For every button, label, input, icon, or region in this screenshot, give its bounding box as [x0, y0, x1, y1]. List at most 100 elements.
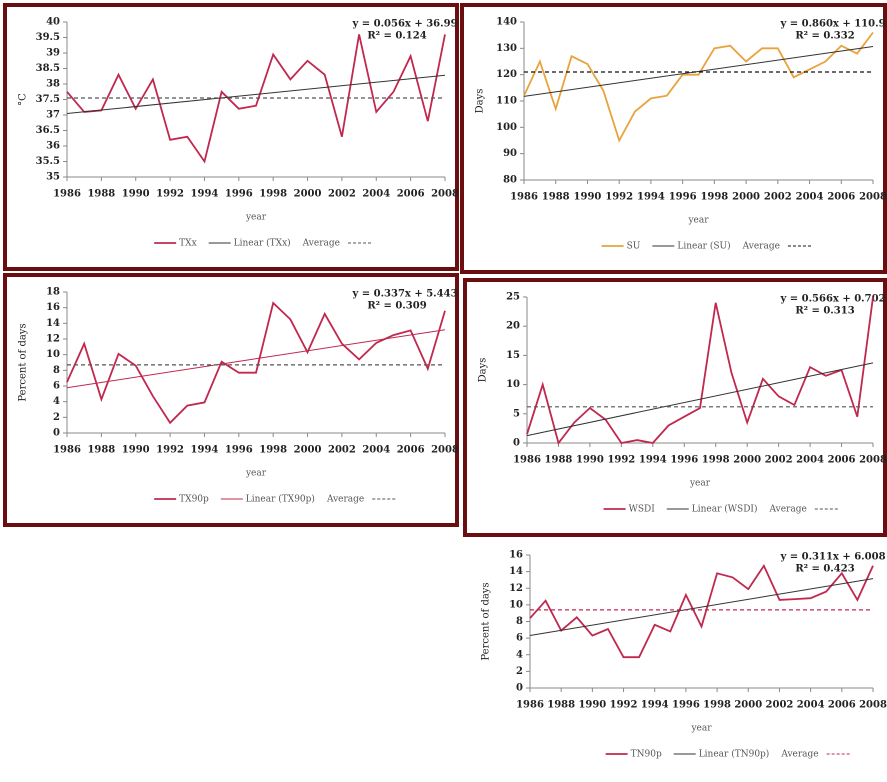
panel-frame [460, 3, 887, 274]
chart-panel: 80 90 100 110 120 130 140 1986 1988 1990 1992 1994 1… [460, 3, 887, 274]
y-tick-label: 39.5 [36, 32, 60, 43]
y-tick-label: 6 [516, 633, 523, 644]
legend-label: Average [742, 242, 780, 252]
y-tick-label: 120 [496, 69, 517, 80]
x-tick-label: 2000 [734, 700, 762, 711]
y-tick-label: 20 [506, 321, 520, 332]
x-tick-label: 2000 [732, 192, 760, 203]
y-tick-label: 6 [53, 381, 60, 392]
y-tick-label: 0 [516, 683, 523, 694]
trend-line [66, 74, 446, 114]
y-tick-label: 140 [496, 17, 517, 28]
panel-frame [3, 273, 459, 527]
legend-label: Average [302, 239, 340, 249]
x-tick-label: 2000 [294, 445, 322, 456]
trend-equation: y = 0.860x + 110.9 [779, 19, 885, 30]
x-tick-label: 1998 [703, 700, 731, 711]
trend-equation: R² = 0.423 [795, 564, 854, 575]
y-tick-label: 90 [503, 148, 517, 159]
x-tick-label: 2004 [796, 455, 824, 466]
y-tick-label: 2 [53, 412, 60, 423]
x-tick-label: 2000 [294, 189, 322, 200]
x-tick-label: 1992 [605, 192, 633, 203]
x-tick-label: 1990 [574, 192, 602, 203]
x-tick-label: 1992 [607, 455, 635, 466]
y-tick-label: 25 [506, 292, 520, 303]
data-line [526, 296, 874, 445]
x-axis-label: year [245, 213, 267, 223]
panel-frame [3, 3, 459, 271]
x-tick-label: 1986 [53, 189, 81, 200]
legend-label: Average [769, 505, 807, 515]
x-tick-label: 1990 [122, 189, 150, 200]
x-tick-label: 1986 [510, 192, 538, 203]
y-tick-label: 130 [496, 43, 517, 54]
x-tick-label: 1998 [700, 192, 728, 203]
x-tick-label: 2002 [328, 189, 356, 200]
y-tick-label: 14 [46, 318, 60, 329]
y-tick-label: 8 [516, 616, 523, 627]
trend-equation: y = 0.566x + 0.702 [779, 294, 885, 305]
y-tick-label: 15 [506, 350, 520, 361]
y-tick-label: 100 [496, 122, 517, 133]
y-tick-label: 35.5 [36, 156, 60, 167]
x-tick-label: 1996 [225, 445, 253, 456]
legend-label: Linear (WSDI) [692, 504, 758, 515]
x-tick-label: 2008 [859, 700, 887, 711]
trend-equation: R² = 0.309 [367, 301, 426, 312]
data-line [66, 301, 446, 425]
x-tick-label: 2006 [828, 700, 856, 711]
x-axis-label: year [690, 724, 712, 734]
x-tick-label: 1996 [670, 455, 698, 466]
x-tick-label: 2002 [328, 445, 356, 456]
x-tick-label: 2008 [859, 455, 887, 466]
trend-line [526, 362, 874, 437]
y-tick-label: 40 [46, 17, 60, 28]
x-tick-label: 1994 [639, 455, 667, 466]
x-tick-label: 2008 [859, 192, 887, 203]
data-line [66, 34, 446, 164]
x-tick-label: 2006 [397, 445, 425, 456]
x-tick-label: 1990 [122, 445, 150, 456]
y-tick-label: 80 [503, 175, 517, 186]
y-tick-label: 37 [46, 110, 60, 121]
x-tick-label: 1988 [542, 192, 570, 203]
y-tick-label: 5 [513, 408, 520, 419]
x-tick-label: 2006 [828, 455, 856, 466]
x-tick-label: 1994 [637, 192, 665, 203]
y-tick-label: 35 [46, 172, 60, 183]
x-tick-label: 1986 [516, 700, 544, 711]
y-tick-label: 36.5 [36, 125, 60, 136]
trend-equation: R² = 0.124 [367, 31, 426, 42]
x-tick-label: 1994 [191, 189, 219, 200]
x-tick-label: 2006 [827, 192, 855, 203]
trend-line [523, 46, 874, 97]
x-axis-label: year [245, 469, 267, 479]
x-tick-label: 2002 [765, 455, 793, 466]
y-axis-label: Days [475, 89, 486, 114]
y-tick-label: 4 [53, 396, 60, 407]
x-tick-label: 2008 [431, 189, 459, 200]
x-tick-label: 1994 [191, 445, 219, 456]
trend-equation: R² = 0.313 [795, 306, 854, 317]
x-tick-label: 1988 [87, 189, 115, 200]
x-tick-label: 1992 [610, 700, 638, 711]
legend-label: Average [326, 495, 364, 505]
x-tick-label: 1998 [259, 189, 287, 200]
y-tick-label: 36 [46, 141, 60, 152]
x-tick-label: 1996 [672, 700, 700, 711]
chart-panel: 35 35.5 36 36.5 37 37.5 38 38.5 39 39.5 40 1986 1988… [3, 3, 459, 271]
y-tick-label: 10 [506, 379, 520, 390]
legend-label: Linear (TN90p) [699, 749, 770, 760]
chart-panel: 0 2 4 6 8 10 12 14 16 1986 1988 1990 1992 1994 1996 199… [481, 550, 887, 760]
trend-equation: y = 0.056x + 36.99 [351, 19, 457, 30]
y-tick-label: 38 [46, 79, 60, 90]
trend-equation: y = 0.311x + 6.008 [779, 552, 885, 563]
x-tick-label: 1994 [641, 700, 669, 711]
y-tick-label: 0 [513, 438, 520, 449]
x-tick-label: 1988 [87, 445, 115, 456]
y-tick-label: 12 [509, 583, 523, 594]
x-tick-label: 2002 [766, 700, 794, 711]
y-tick-label: 10 [46, 349, 60, 360]
